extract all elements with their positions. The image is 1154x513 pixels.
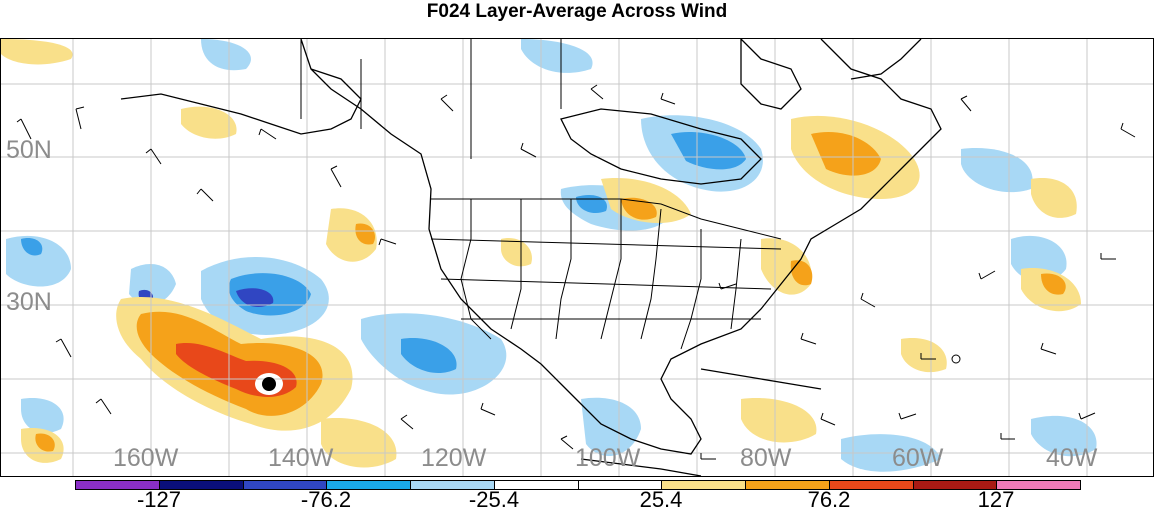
map-svg — [1, 39, 1153, 476]
colorbar-label: -76.2 — [300, 487, 352, 512]
colorbar-label: 25.4 — [639, 487, 683, 512]
colorbar-segment — [411, 481, 495, 489]
lon-label-80w: 80W — [740, 444, 792, 472]
coastlines — [120, 39, 942, 476]
wind-barbs — [16, 84, 1136, 460]
lat-label-30n: 30N — [6, 288, 52, 316]
colorbar-label: -127 — [136, 487, 182, 512]
black-dot-marker — [262, 377, 276, 391]
lon-label-100w: 100W — [575, 444, 641, 472]
circle-marker — [951, 354, 961, 364]
colorbar — [75, 480, 1081, 490]
lon-label-160w: 160W — [113, 444, 179, 472]
political-boundaries — [300, 39, 782, 350]
colorbar-label: 76.2 — [807, 487, 851, 512]
colorbar-segment — [243, 481, 328, 489]
colorbar-segment — [494, 481, 579, 489]
colorbar-segment — [997, 481, 1080, 489]
lat-lon-grid — [1, 39, 1153, 476]
lon-label-140w: 140W — [268, 444, 334, 472]
colorbar-segment — [76, 481, 160, 489]
colorbar-segment — [913, 481, 998, 489]
colorbar-segment — [578, 481, 663, 489]
across-wind-shading — [1, 39, 1097, 472]
colorbar-segment — [829, 481, 914, 489]
colorbar-segment — [746, 481, 830, 489]
colorbar-label: -25.4 — [468, 487, 520, 512]
chart-title: F024 Layer-Average Across Wind — [426, 1, 728, 22]
colorbar-segment — [159, 481, 244, 489]
lon-label-40w: 40W — [1046, 444, 1098, 472]
colorbar-label: 127 — [977, 487, 1015, 512]
colorbar-segment — [327, 481, 411, 489]
lat-label-50n: 50N — [6, 136, 52, 164]
lon-label-60w: 60W — [892, 444, 944, 472]
colorbar-segment — [662, 481, 746, 489]
lon-label-120w: 120W — [421, 444, 487, 472]
map-panel — [0, 38, 1154, 477]
